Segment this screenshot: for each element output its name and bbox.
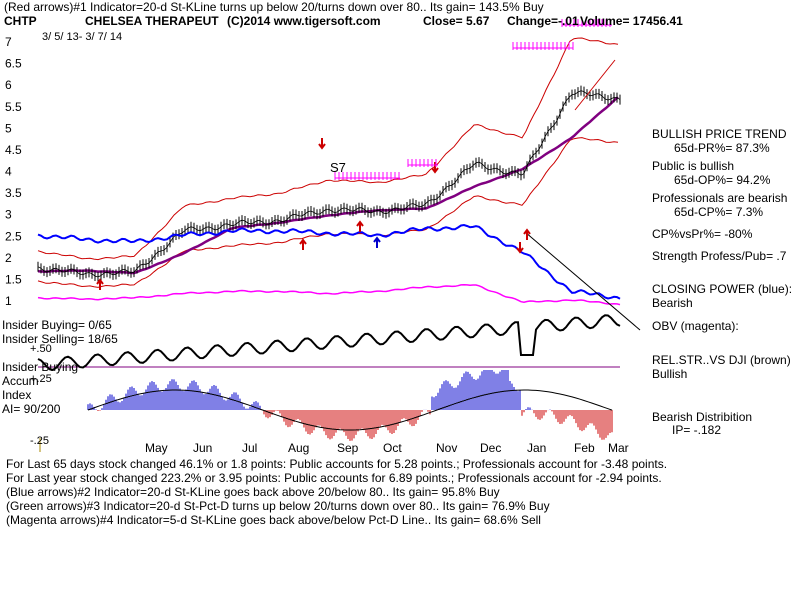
closing-power-label: CLOSING POWER (blue): — [652, 282, 793, 296]
company-name: CHELSEA THERAPEUT — [85, 14, 219, 28]
upper-band-line — [37, 37, 619, 261]
x-tick-label: Nov — [436, 441, 457, 455]
insider-buying: Insider Buying= 0/65 — [2, 318, 112, 332]
bearish-distribution: Bearish Distribition — [652, 410, 753, 424]
relstr-status: Bullish — [652, 367, 688, 381]
x-tick-label: Mar — [608, 441, 629, 455]
footer-line2: For Last year stock changed 223.2% or 3.… — [6, 471, 662, 485]
date-range: 3/ 5/ 13- 3/ 7/ 14 — [42, 31, 123, 43]
y-tick-label: 4.5 — [5, 143, 22, 157]
y-tick-label: 3.5 — [5, 186, 22, 200]
cp-value: 65d-CP%= 7.3% — [674, 205, 764, 219]
closing-power-line — [37, 223, 621, 300]
x-tick-label: Dec — [480, 441, 501, 455]
x-tick-label: Feb — [574, 441, 595, 455]
price-line — [37, 90, 621, 278]
volume-value: Volume= 17456.41 — [580, 14, 683, 28]
x-tick-label: Jan — [527, 441, 546, 455]
x-tick-label: May — [145, 441, 168, 455]
index-label: Index — [2, 388, 32, 402]
x-tick-label: Jun — [193, 441, 212, 455]
bullish-price-trend: BULLISH PRICE TREND — [652, 127, 787, 141]
ip-value: IP= -.182 — [672, 423, 722, 437]
relstr-label: REL.STR..VS DJI (brown) — [652, 353, 791, 367]
y-tick-label: 4 — [5, 165, 12, 179]
red-up-arrow — [96, 278, 104, 290]
y-tick-label: 2.5 — [5, 229, 22, 243]
header-line1: (Red arrows)#1 Indicator=20-d St-KLine t… — [4, 0, 544, 14]
close-value: Close= 5.67 — [423, 14, 490, 28]
x-tick-label: Oct — [383, 441, 402, 455]
obv-line — [37, 283, 621, 306]
ticker: CHTP — [4, 14, 37, 28]
x-tick-label: Jul — [242, 441, 257, 455]
y-tick-label: 1.5 — [5, 272, 22, 286]
insider-selling: Insider Selling= 18/65 — [2, 332, 118, 346]
y-tick-label: 5.5 — [5, 100, 22, 114]
strength-value: Strength Profess/Pub= .7 — [652, 249, 787, 263]
y-tick-label: 2 — [5, 251, 12, 265]
s7-label: S7 — [330, 160, 346, 175]
accum-label: Accum — [2, 374, 39, 388]
minus-25-label: -.25 — [30, 435, 49, 447]
pros-bearish: Professionals are bearish — [652, 191, 788, 205]
pr-value: 65d-PR%= 87.3% — [674, 141, 770, 155]
footer-line3: (Blue arrows)#2 Indicator=20-d St-KLine … — [6, 485, 500, 499]
y-tick-label: 1 — [5, 294, 12, 308]
change-value: Change=-.01 — [507, 14, 579, 28]
x-tick-label: Aug — [288, 441, 309, 455]
footer-line5: (Magenta arrows)#4 Indicator=5-d St-KLin… — [6, 513, 541, 527]
red-down-arrow — [431, 162, 439, 174]
red-up-arrow — [356, 220, 364, 232]
cpvspr-value: CP%vsPr%= -80% — [652, 227, 753, 241]
x-tick-label: Sep — [337, 441, 359, 455]
insider-buying-2: Insider Buying — [2, 360, 79, 374]
trend-line-red — [574, 59, 616, 111]
public-bullish: Public is bullish — [652, 159, 735, 173]
relative-strength-line — [37, 314, 621, 371]
y-tick-label: 5 — [5, 121, 12, 135]
moving-average-line — [37, 96, 619, 275]
trend-line — [524, 231, 641, 331]
y-tick-label: 3 — [5, 208, 12, 222]
y-tick-label: 6.5 — [5, 57, 22, 71]
red-up-arrow — [523, 228, 531, 240]
op-value: 65d-OP%= 94.2% — [674, 173, 771, 187]
red-down-arrow — [516, 242, 524, 254]
footer-line4: (Green arrows)#3 Indicator=20-d St-Pct-D… — [6, 499, 550, 513]
y-tick-label: 7 — [5, 35, 12, 49]
blue-up-arrow — [373, 236, 381, 248]
red-up-arrow — [299, 238, 307, 250]
ai-label: AI= 90/200 — [2, 402, 61, 416]
closing-power-status: Bearish — [652, 296, 693, 310]
copyright: (C)2014 www.tigersoft.com — [227, 14, 381, 28]
plus-25-label: +.25 — [30, 373, 52, 385]
red-down-arrow — [318, 138, 326, 150]
obv-label: OBV (magenta): — [652, 319, 739, 333]
plus-50-label: +.50 — [30, 343, 52, 355]
accumulation-ma-line — [87, 389, 613, 431]
footer-line1: For Last 65 days stock changed 46.1% or … — [6, 457, 668, 471]
y-tick-label: 6 — [5, 78, 12, 92]
